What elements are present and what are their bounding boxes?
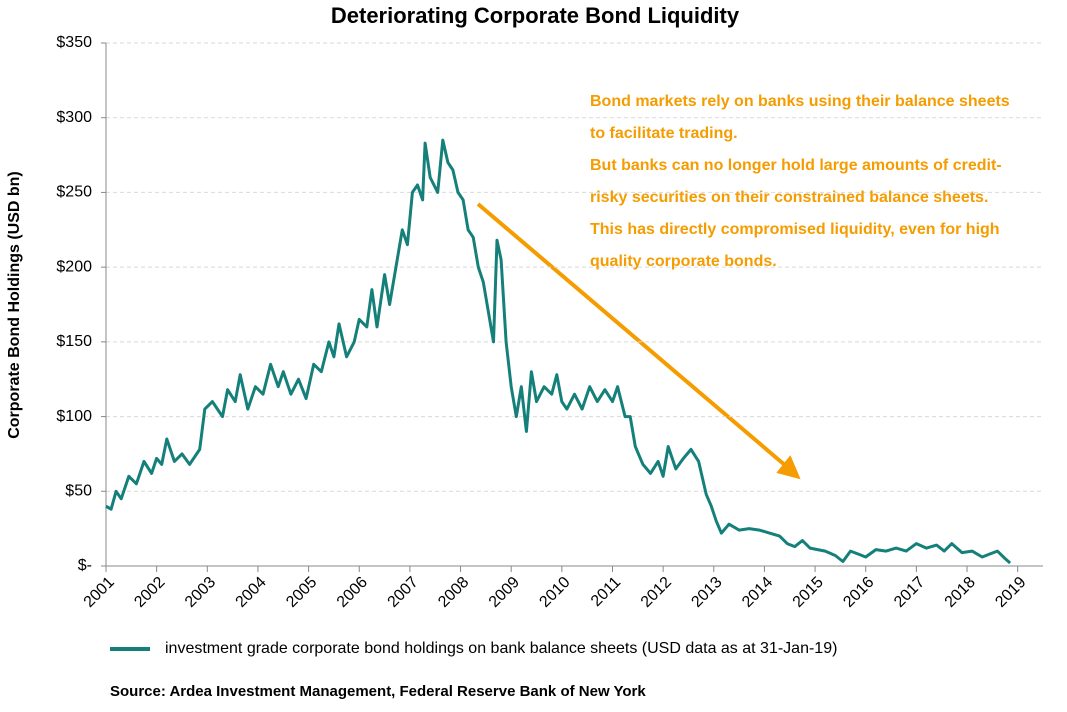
y-tick-label: $- <box>78 557 92 574</box>
x-tick-label: 2008 <box>435 574 472 611</box>
x-tick-label: 2014 <box>739 574 776 611</box>
x-tick-label: 2009 <box>486 574 523 611</box>
x-tick-label: 2003 <box>182 574 219 611</box>
trend-arrowhead <box>776 455 801 480</box>
annotation: This has directly compromised liquidity,… <box>590 221 1000 238</box>
x-tick-label: 2010 <box>536 574 573 611</box>
y-axis-label: Corporate Bond Holdings (USD bn) <box>6 171 23 439</box>
x-tick-label: 2002 <box>131 574 168 611</box>
annotation: Bond markets rely on banks using their b… <box>590 93 1010 110</box>
x-tick-label: 2018 <box>942 574 979 611</box>
trend-arrow <box>476 202 788 468</box>
legend-label: investment grade corporate bond holdings… <box>165 640 837 657</box>
x-tick-label: 2007 <box>385 574 422 611</box>
x-tick-label: 2016 <box>840 574 877 611</box>
x-tick-label: 2013 <box>688 574 725 611</box>
annotation: risky securities on their constrained ba… <box>590 189 988 206</box>
chart-title: Deteriorating Corporate Bond Liquidity <box>331 3 740 28</box>
x-tick-label: 2001 <box>81 574 118 611</box>
y-tick-label: $50 <box>65 483 92 500</box>
y-tick-label: $300 <box>56 109 92 126</box>
data-line <box>105 138 1012 565</box>
x-tick-label: 2015 <box>790 574 827 611</box>
annotation: But banks can no longer hold large amoun… <box>590 157 1002 174</box>
x-tick-label: 2019 <box>992 574 1029 611</box>
x-tick-label: 2011 <box>588 574 624 610</box>
y-tick-label: $200 <box>56 258 92 275</box>
source: Source: Ardea Investment Management, Fed… <box>110 683 646 700</box>
y-tick-label: $250 <box>56 184 92 201</box>
y-tick-label: $100 <box>56 408 92 425</box>
annotation: quality corporate bonds. <box>590 253 777 270</box>
x-tick-label: 2006 <box>334 574 371 611</box>
x-tick-label: 2017 <box>891 574 928 611</box>
x-tick-label: 2005 <box>283 574 320 611</box>
y-tick-label: $150 <box>56 333 92 350</box>
annotation: to facilitate trading. <box>590 125 738 142</box>
x-tick-label: 2012 <box>638 574 675 611</box>
x-tick-label: 2004 <box>233 574 270 611</box>
y-tick-label: $350 <box>56 34 92 51</box>
